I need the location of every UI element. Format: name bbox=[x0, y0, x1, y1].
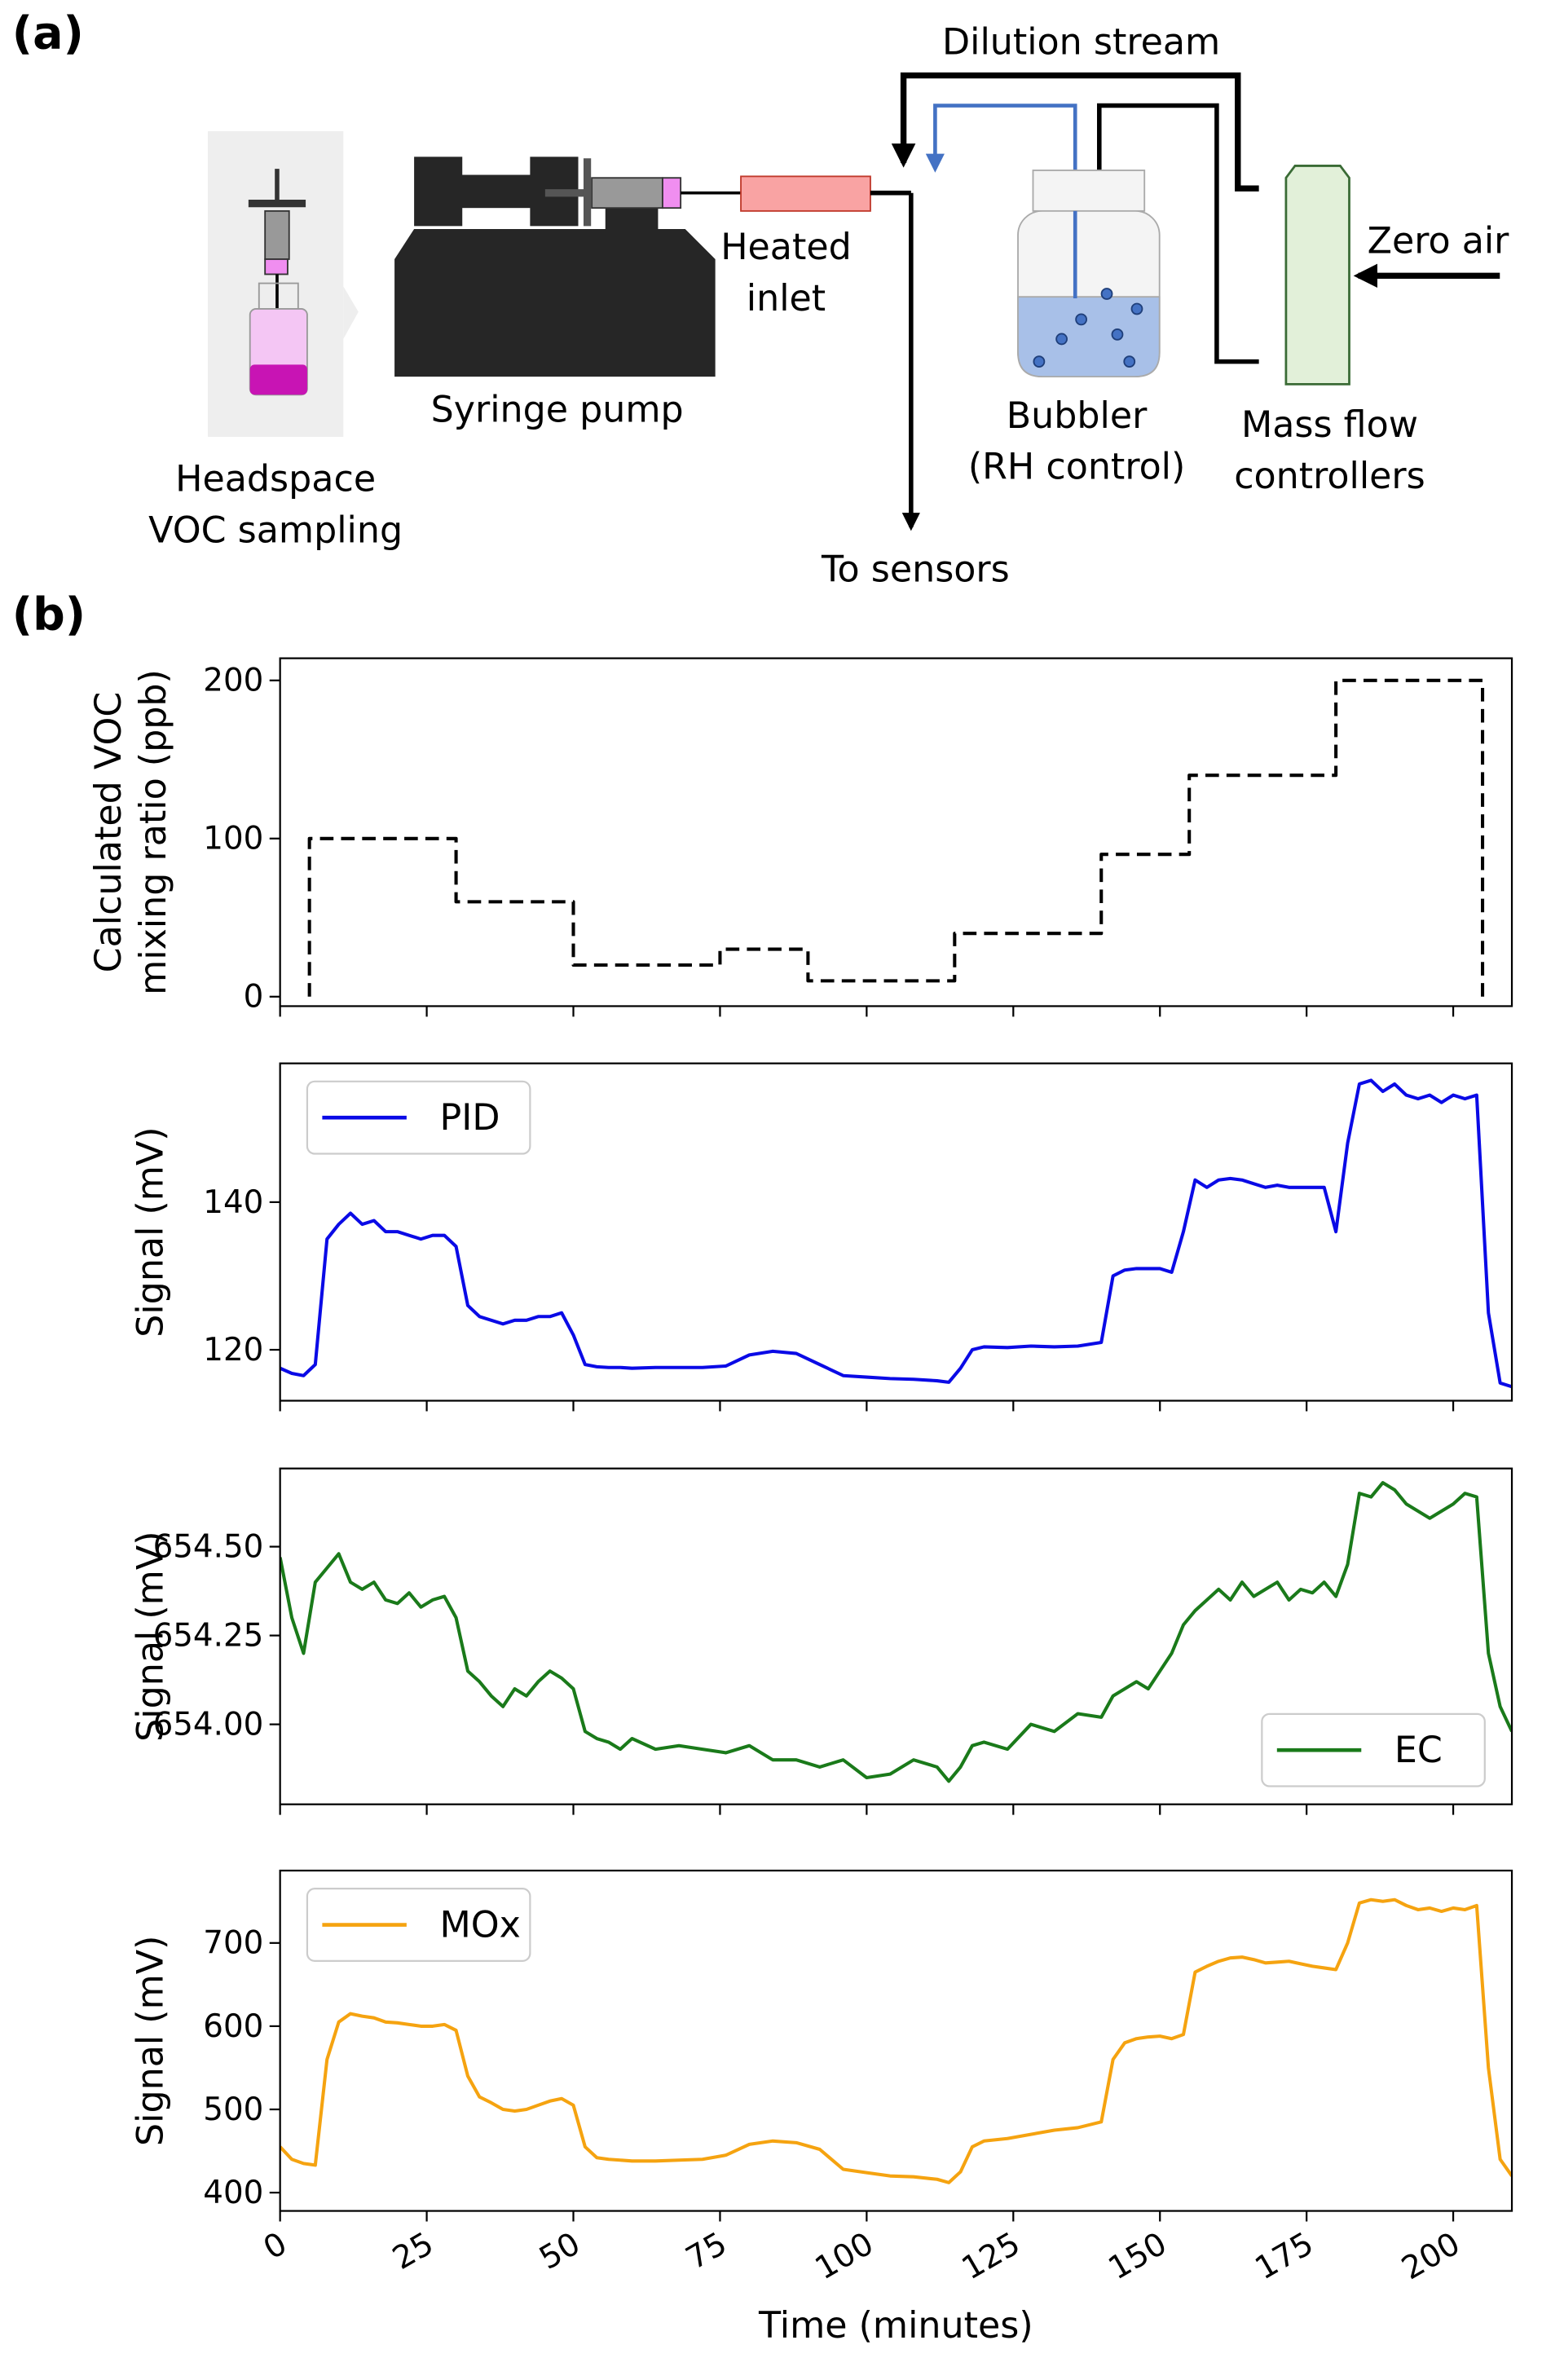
y-axis-label: Signal (mV) bbox=[130, 1126, 172, 1337]
x-tick-label: 150 bbox=[1103, 2225, 1174, 2287]
frame bbox=[279, 1869, 1513, 2212]
chart: 400 500 600 700 0 25 50 75 100 125 150 175 200 Time (… bbox=[130, 1869, 1513, 2347]
chart: 120 140 Signal (mV) PID bbox=[130, 1062, 1513, 1412]
data-line bbox=[280, 1897, 1513, 2184]
y-tick-label: 140 bbox=[203, 1184, 263, 1221]
y-axis-label: Signal (mV) bbox=[130, 1936, 172, 2146]
diagram-label: controllers bbox=[1234, 456, 1425, 497]
syringe-tip bbox=[662, 177, 682, 209]
data-line bbox=[307, 678, 1485, 997]
legend-label: EC bbox=[1394, 1730, 1443, 1771]
bubbler-cap bbox=[1032, 170, 1146, 212]
x-tick-label: 125 bbox=[956, 2225, 1027, 2287]
y-tick-label: 200 bbox=[203, 663, 263, 699]
bubbles bbox=[1033, 288, 1143, 368]
legend-label: MOx bbox=[440, 1904, 521, 1946]
x-tick-label: 50 bbox=[533, 2225, 586, 2277]
x-axis-label: Time (minutes) bbox=[758, 2305, 1033, 2347]
plot-area bbox=[280, 1481, 1513, 1783]
frame bbox=[279, 657, 1513, 1007]
diagram-label: Headspace bbox=[175, 459, 376, 500]
panel-label: (a) bbox=[12, 7, 84, 60]
vial-liquid bbox=[249, 364, 307, 395]
plot-area bbox=[280, 1897, 1513, 2184]
dilution-arrow bbox=[891, 72, 1259, 192]
pump-block bbox=[414, 156, 463, 227]
x-tick-label: 175 bbox=[1249, 2225, 1320, 2287]
legend-label: PID bbox=[440, 1097, 500, 1139]
diagram-label: Heated bbox=[720, 227, 852, 268]
barrel bbox=[264, 209, 290, 260]
diagram-label: inlet bbox=[747, 278, 826, 320]
x-tick-label: 0 bbox=[258, 2225, 293, 2267]
x-tick-label: 200 bbox=[1396, 2225, 1467, 2287]
frame bbox=[279, 1062, 1513, 1402]
y-axis-label: mixing ratio (ppb) bbox=[133, 669, 174, 995]
y-tick-label: 700 bbox=[203, 1925, 263, 1962]
y-tick-label: 654.50 bbox=[153, 1529, 264, 1566]
y-tick-label: 100 bbox=[203, 821, 263, 857]
heated-inlet bbox=[740, 175, 871, 212]
data-line bbox=[280, 1481, 1513, 1783]
diagram-label: Mass flow bbox=[1241, 404, 1418, 446]
y-tick-label: 600 bbox=[203, 2008, 263, 2045]
x-tick-label: 75 bbox=[680, 2225, 733, 2277]
bubbler-water bbox=[1017, 296, 1161, 378]
panel-label: (b) bbox=[12, 589, 86, 641]
diagram: Dilution stream Zero air Heated inlet Sy… bbox=[148, 22, 1509, 591]
data-line bbox=[280, 1078, 1513, 1389]
y-axis-label: Calculated VOC bbox=[88, 692, 130, 973]
chart: 0 100 200 Calculated VOC mixing ratio (ppb) bbox=[88, 657, 1513, 1017]
diagram-label: VOC sampling bbox=[148, 509, 403, 551]
y-tick-label: 120 bbox=[203, 1332, 263, 1368]
diagram-label: (RH control) bbox=[968, 447, 1185, 488]
pump-base bbox=[394, 229, 716, 377]
mass-flow-controller bbox=[1284, 165, 1350, 386]
y-axis-label: Signal (mV) bbox=[130, 1531, 172, 1741]
x-tick-label: 100 bbox=[809, 2225, 880, 2287]
diagram-label: To sensors bbox=[821, 549, 1010, 590]
diagram-label: Syringe pump bbox=[431, 390, 684, 431]
barrel bbox=[591, 177, 663, 209]
y-tick-label: 500 bbox=[203, 2091, 263, 2128]
charts: 0 100 200 Calculated VOC mixing ratio (ppb) 1… bbox=[88, 657, 1513, 2347]
y-tick-label: 654.25 bbox=[153, 1618, 264, 1655]
x-tick-label: 25 bbox=[386, 2225, 439, 2277]
y-tick-label: 400 bbox=[203, 2175, 263, 2211]
y-tick-label: 654.00 bbox=[153, 1707, 264, 1743]
pointer bbox=[343, 286, 359, 339]
diagram-label: Zero air bbox=[1368, 221, 1510, 262]
diagram-label: Dilution stream bbox=[942, 22, 1220, 64]
plot-area bbox=[307, 678, 1485, 997]
syringe-tip bbox=[264, 258, 289, 275]
legend-box bbox=[1261, 1712, 1486, 1787]
plot-area bbox=[280, 1078, 1513, 1389]
legend-box bbox=[306, 1080, 531, 1155]
y-tick-label: 0 bbox=[244, 979, 264, 1016]
pump-block bbox=[459, 174, 535, 209]
diagram-label: Bubbler bbox=[1007, 395, 1148, 437]
legend-box bbox=[306, 1888, 531, 1962]
